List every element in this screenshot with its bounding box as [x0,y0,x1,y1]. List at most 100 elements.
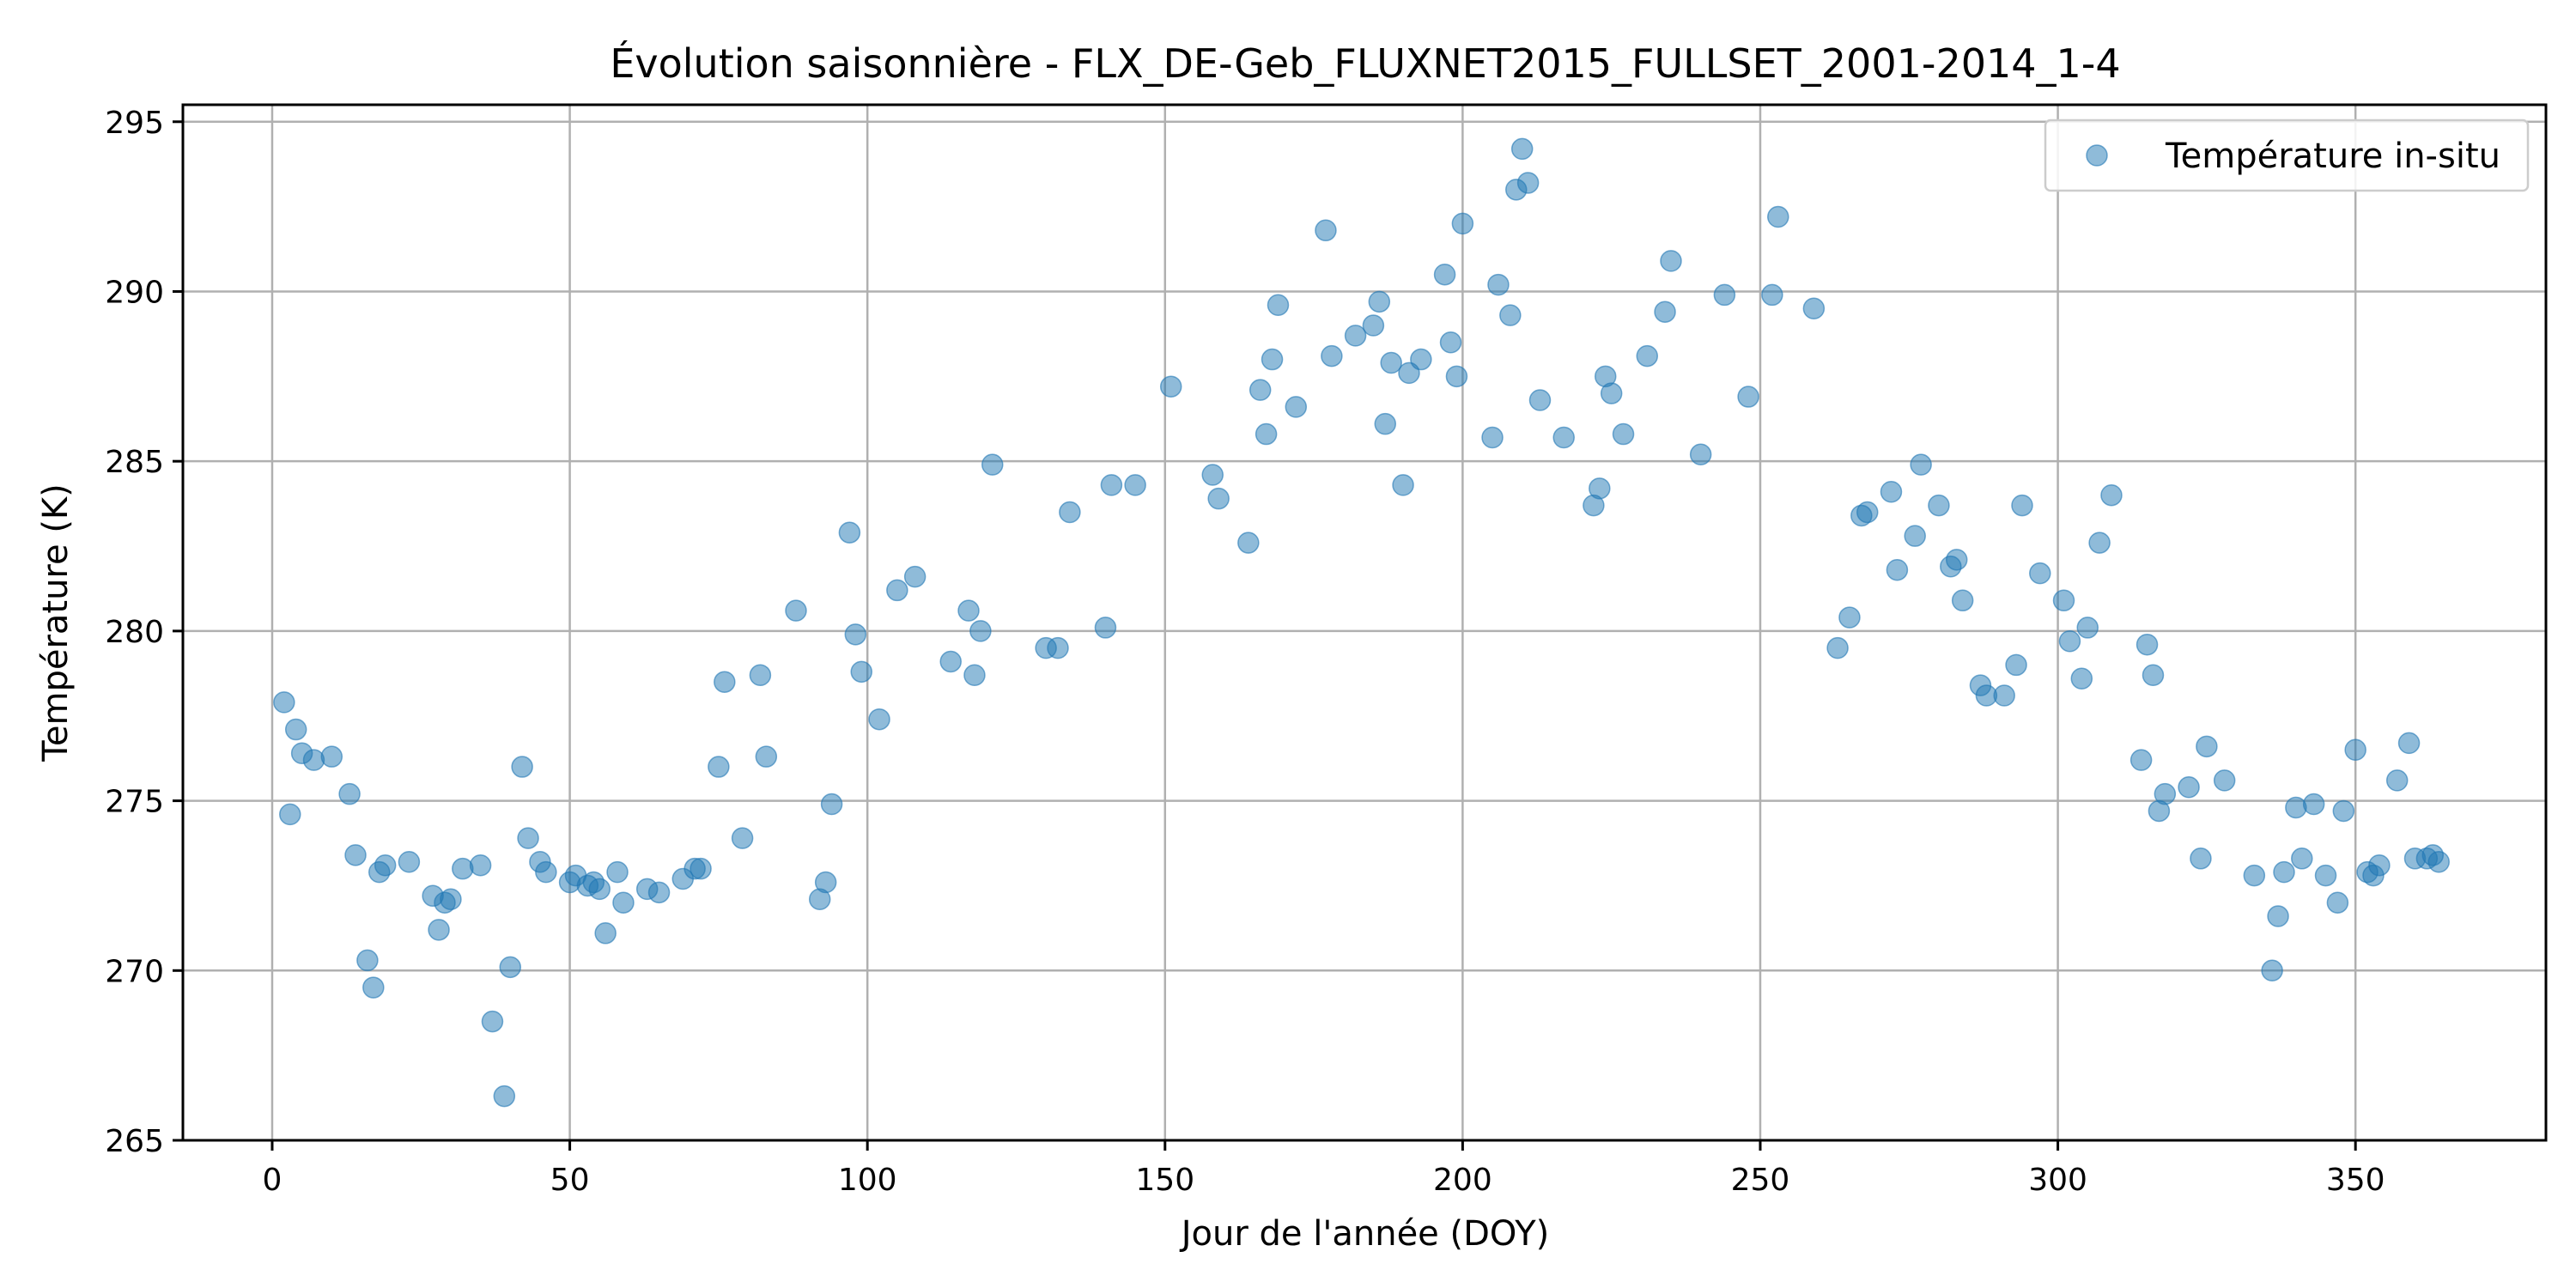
data-point [981,453,1004,476]
data-point [1552,426,1575,449]
data-point [273,691,295,714]
x-tick-label: 250 [1731,1163,1790,1198]
data-point [714,671,736,693]
data-point [1612,422,1635,446]
data-point [499,956,522,979]
x-tick-label: 50 [550,1163,590,1198]
data-point [969,620,992,642]
data-point [647,881,671,904]
data-point [1826,636,1849,659]
data-point [1315,219,1337,242]
data-point [2011,494,2033,517]
x-axis-label: Jour de l'année (DOY) [1179,1214,1550,1254]
data-point [1159,375,1182,398]
data-point [1261,348,1284,371]
data-point [2005,653,2027,677]
data-point [284,718,307,741]
y-tick-label: 265 [105,1124,164,1159]
data-point [1516,172,1540,194]
data-point [1499,304,1522,326]
data-point [1368,290,1391,313]
data-point [1100,474,1123,496]
y-tick-label: 280 [105,615,164,650]
data-point [1059,501,1081,524]
data-point [749,664,772,687]
data-point [708,756,730,778]
data-point [279,803,301,826]
data-point [1886,558,1909,581]
data-point [1267,294,1290,317]
data-point [1439,331,1462,354]
data-point [690,857,712,880]
data-point [1928,494,1950,517]
data-point [2190,848,2212,870]
data-point [606,860,629,884]
y-axis-label: Température (K) [36,483,76,762]
data-point [2302,793,2325,816]
data-point [594,922,617,945]
data-point [2142,664,2165,687]
data-point [1589,477,1611,500]
data-point [1094,617,1117,639]
x-tick-label: 0 [263,1163,283,1198]
data-point [1344,325,1367,347]
data-point [850,660,872,683]
data-point [886,579,908,602]
data-point [1201,464,1224,486]
data-point [2385,769,2409,792]
legend-marker [2086,144,2108,167]
data-point [2088,532,2111,554]
data-point [469,854,492,877]
data-point [1904,525,1926,547]
data-point [2178,776,2200,799]
data-point [2267,905,2289,927]
data-point [2196,735,2218,758]
data-point [1737,386,1759,408]
data-point [1392,474,1414,496]
data-point [1285,396,1308,418]
data-point [844,623,867,646]
y-tick-label: 275 [105,785,164,820]
data-point [517,827,539,849]
x-axis-ticks: 0 50 100 150 200 250 300 350 [263,1140,2385,1198]
data-point [1945,549,1968,571]
data-point [428,919,450,941]
data-point [2344,738,2366,762]
data-point [302,749,325,771]
data-point [1654,301,1676,323]
data-point [1445,365,1468,388]
data-point [452,857,474,880]
data-point [588,878,611,901]
data-point [903,565,927,588]
data-point [963,664,986,687]
data-point [2273,860,2295,884]
y-axis-ticks: 265 270 275 280 285 290 295 [105,106,183,1159]
data-point [868,708,890,731]
data-point [1249,379,1272,401]
data-point [2368,854,2391,877]
data-point [939,650,962,673]
data-point [2129,749,2153,771]
x-tick-label: 150 [1135,1163,1194,1198]
data-point [2285,796,2307,819]
data-point [1951,589,1974,612]
x-tick-label: 300 [2028,1163,2087,1198]
data-point [1802,297,1826,319]
data-point [755,745,778,768]
legend-label: Température in-situ [2165,137,2500,176]
y-tick-label: 270 [105,954,164,989]
data-point [1321,344,1343,368]
x-tick-label: 100 [838,1163,897,1198]
data-point [511,756,533,778]
data-point [1487,273,1510,296]
data-point [2052,589,2075,612]
data-point [2058,629,2081,653]
chart-title: Évolution saisonnière - FLX_DE-Geb_FLUXN… [610,40,2120,87]
data-point [1374,412,1397,435]
data-point [2291,848,2313,870]
data-point [1237,532,1260,554]
data-point [1380,351,1402,374]
data-point [2154,782,2177,805]
data-point [2261,959,2283,982]
data-point [2213,769,2236,792]
